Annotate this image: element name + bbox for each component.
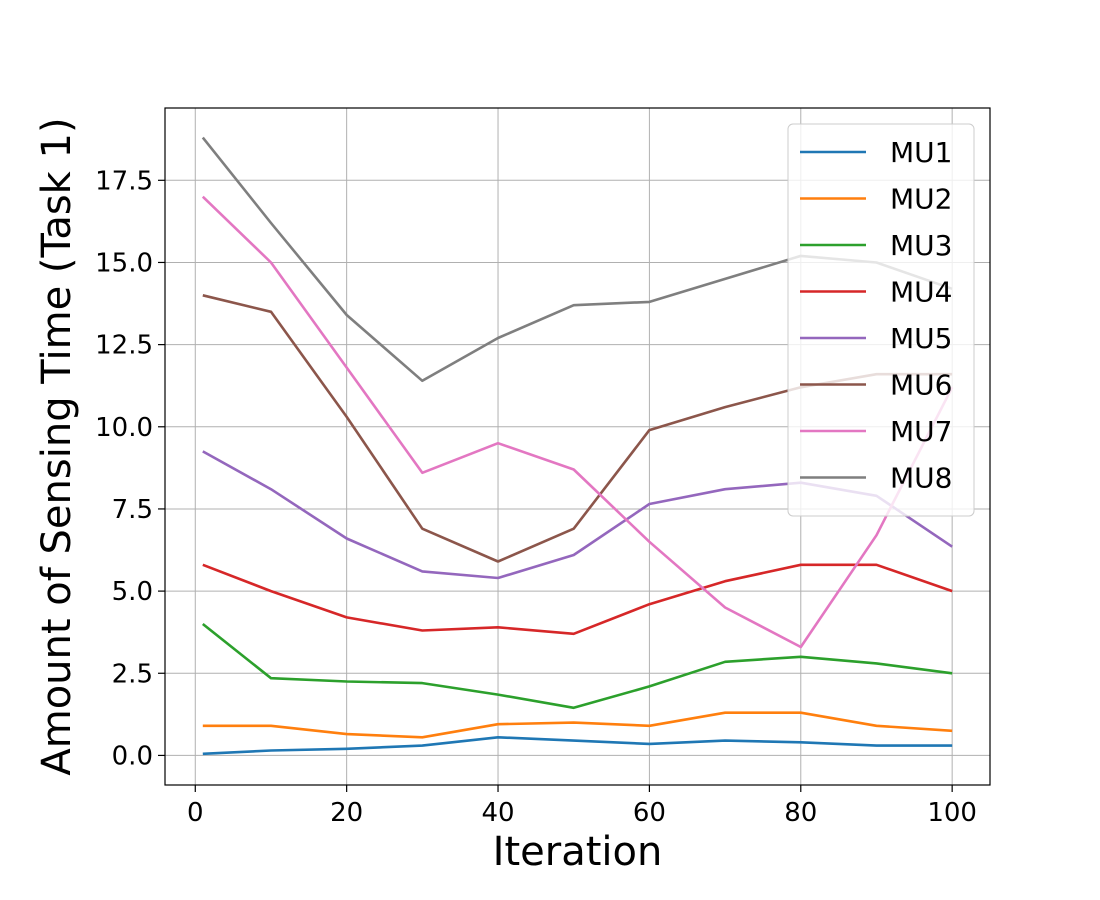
legend: MU1 MU2 MU3 MU4 MU5 MU6 MU7 MU8 [787, 123, 975, 517]
series-line-mu2 [202, 711, 953, 739]
legend-label-mu8: MU8 [890, 462, 952, 495]
y-tick-label: 5.0 [112, 577, 153, 607]
y-tick-label: 17.5 [95, 166, 153, 196]
series-line-mu1 [202, 735, 953, 756]
y-tick-label: 15.0 [95, 248, 153, 278]
y-tick-label: 12.5 [95, 331, 153, 361]
series-line-mu3 [201, 622, 953, 710]
legend-label-mu1: MU1 [890, 136, 952, 169]
x-tick-label: 80 [784, 798, 817, 828]
y-tick-label: 10.0 [95, 413, 153, 443]
series-line-mu7 [201, 195, 954, 649]
x-axis-title: Iteration [493, 829, 663, 875]
series-line-mu4 [202, 563, 953, 636]
y-tick-label: 2.5 [112, 659, 153, 689]
axis-ticks: 0 20 40 60 80 100 0.0 2.5 5.0 7.5 10.0 12.5 15.0 17.5 [95, 166, 977, 828]
legend-label-mu7: MU7 [890, 415, 952, 448]
x-tick-label: 40 [481, 798, 514, 828]
y-axis-title: Amount of Sensing Time (Task 1) [34, 117, 80, 775]
plot-area-frame [164, 107, 991, 786]
y-tick-label: 7.5 [112, 495, 153, 525]
legend-label-mu4: MU4 [890, 276, 952, 309]
legend-label-mu3: MU3 [890, 229, 952, 262]
x-tick-label: 20 [330, 798, 363, 828]
legend-box [787, 123, 975, 517]
legend-label-mu5: MU5 [890, 322, 952, 355]
x-tick-label: 60 [633, 798, 666, 828]
x-tick-label: 100 [927, 798, 977, 828]
legend-label-mu6: MU6 [890, 369, 952, 402]
legend-label-mu2: MU2 [890, 183, 952, 216]
x-tick-label: 0 [187, 798, 204, 828]
y-tick-label: 0.0 [112, 741, 153, 771]
